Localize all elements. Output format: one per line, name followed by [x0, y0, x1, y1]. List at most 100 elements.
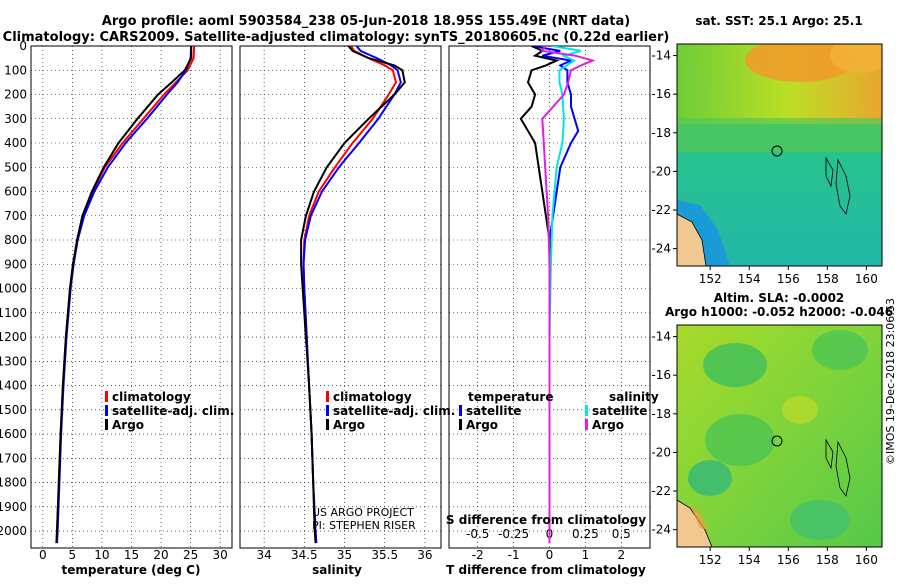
x-tick-label: 36 — [417, 548, 432, 562]
depth-tick-label: 1400 — [0, 379, 27, 393]
temperature-profiles — [55, 46, 196, 544]
plot-gridlines — [31, 45, 650, 548]
legend-swatch-t-argo — [459, 419, 462, 430]
imos-timestamp: ©IMOS 19-Dec-2018 23:06:53 — [884, 298, 897, 465]
figure-subtitle: Climatology: CARS2009. Satellite-adjuste… — [3, 30, 670, 45]
map-lat-label: -18 — [651, 126, 671, 140]
depth-tick-label: 500 — [4, 160, 27, 174]
depth-tick-label: 1800 — [0, 476, 27, 490]
map-lat-label: -24 — [651, 523, 671, 537]
sst-warm-patch — [830, 44, 882, 73]
salinity-x-axis: 34 34.5 35 35.5 36 — [256, 548, 432, 562]
map-lat-label: -22 — [651, 484, 671, 498]
series-line-argo — [300, 46, 406, 544]
map-lat-label: -22 — [651, 203, 671, 217]
depth-tick-label: 1700 — [0, 451, 27, 465]
map-lon-label: 158 — [816, 553, 839, 567]
sst-map-axes: 152 154 156 158 160 -14 -16 -18 -20 -22 -24 — [651, 49, 877, 286]
legend-swatch-climatology — [326, 391, 329, 402]
depth-tick-label: 1500 — [0, 403, 27, 417]
difference-legend: temperature salinity satellite Argo sate… — [459, 390, 659, 432]
legend-label-climatology: climatology — [333, 390, 412, 404]
depth-tick-label: 200 — [4, 88, 27, 102]
legend-label-t-argo: Argo — [466, 418, 498, 432]
map-lat-label: -14 — [651, 49, 671, 63]
x-tick-label: 0 — [39, 548, 47, 562]
series-line-climatology — [55, 46, 196, 544]
legend-swatch-t-satellite — [459, 405, 462, 416]
legend-swatch-satellite — [326, 405, 329, 416]
depth-tick-label: 2000 — [0, 524, 27, 538]
series-line-temperature-satellite — [531, 46, 580, 544]
s-difference-axis-label: S difference from climatology — [446, 513, 646, 527]
depth-tick-label: 600 — [4, 185, 27, 199]
map-lon-label: 154 — [738, 553, 761, 567]
sst-warm-patch — [745, 44, 855, 82]
map-lon-label: 160 — [855, 272, 878, 286]
depth-tick-label: 400 — [4, 136, 27, 150]
series-line-climatology — [302, 46, 398, 544]
legend-label-satellite: satellite-adj. clim. — [333, 404, 455, 418]
map-lon-label: 152 — [699, 553, 722, 567]
legend-label-satellite: satellite-adj. clim. — [112, 404, 234, 418]
x-tick-label: 10 — [94, 548, 109, 562]
sst-map-title: sat. SST: 25.1 Argo: 25.1 — [695, 14, 862, 28]
s-difference-axis: -0.5 -0.25 0 0.25 0.5 — [466, 527, 631, 541]
legend-label-climatology: climatology — [112, 390, 191, 404]
depth-tick-label: 1200 — [0, 330, 27, 344]
depth-axis: 0 100 200 300 400 500 600 700 800 900 1000 1100 1200… — [0, 39, 27, 538]
x-tick-label: 35 — [337, 548, 352, 562]
sst-map-frame — [676, 43, 883, 267]
map-lon-label: 154 — [738, 272, 761, 286]
pi-credit: PI: STEPHEN RISER — [312, 519, 416, 532]
temperature-panel-frame — [30, 45, 233, 549]
sla-land-australia — [677, 499, 713, 547]
s-diff-tick-label: 0.5 — [612, 527, 631, 541]
sla-reef-outline — [825, 438, 834, 470]
sla-low-patch — [812, 330, 868, 370]
sst-reef-outline — [835, 158, 851, 215]
x-tick-label: 35.5 — [371, 548, 398, 562]
salinity-profiles — [300, 46, 406, 544]
t-difference-axis-label: T difference from climatology — [446, 563, 646, 577]
depth-tick-label: 300 — [4, 112, 27, 126]
x-tick-label: 25 — [183, 548, 198, 562]
sst-land-australia — [677, 213, 707, 266]
map-lat-label: -18 — [651, 407, 671, 421]
sst-argo-location-marker — [771, 145, 783, 157]
project-credit: US ARGO PROJECT — [312, 506, 414, 519]
legend-title-salinity: salinity — [609, 390, 659, 404]
x-tick-label: 34.5 — [291, 548, 318, 562]
depth-tick-label: 900 — [4, 257, 27, 271]
sla-high-patch — [782, 396, 818, 424]
sla-map-subtitle: Argo h1000: -0.052 h2000: -0.046 — [665, 305, 893, 319]
sst-reef-outline — [825, 156, 834, 188]
depth-tick-label: 1600 — [0, 427, 27, 441]
x-tick-label: -2 — [472, 548, 484, 562]
series-line-satellite-adj-clim- — [56, 46, 193, 544]
sla-map-title: Altim. SLA: -0.0002 — [714, 291, 845, 305]
salinity-legend: climatology satellite-adj. clim. Argo — [326, 390, 455, 432]
x-tick-label: 5 — [69, 548, 77, 562]
legend-swatch-argo — [105, 419, 108, 430]
legend-swatch-s-satellite — [585, 405, 588, 416]
depth-tick-label: 100 — [4, 63, 27, 77]
sla-argo-location-marker — [771, 435, 783, 447]
legend-label-s-argo: Argo — [592, 418, 624, 432]
map-lon-label: 152 — [699, 272, 722, 286]
map-lat-label: -16 — [651, 368, 671, 382]
series-line-salinity-satellite — [548, 46, 582, 544]
series-line-argo — [55, 46, 193, 544]
legend-label-argo: Argo — [333, 418, 365, 432]
depth-tick-label: 1000 — [0, 282, 27, 296]
depth-tick-label: 1900 — [0, 500, 27, 514]
t-difference-x-axis: -2 -1 0 1 2 — [472, 548, 625, 562]
map-lat-label: -14 — [651, 330, 671, 344]
x-tick-label: 20 — [153, 548, 168, 562]
legend-label-t-satellite: satellite — [466, 404, 521, 418]
x-tick-label: 15 — [124, 548, 139, 562]
sla-map-image — [677, 325, 882, 547]
map-lon-label: 156 — [777, 553, 800, 567]
